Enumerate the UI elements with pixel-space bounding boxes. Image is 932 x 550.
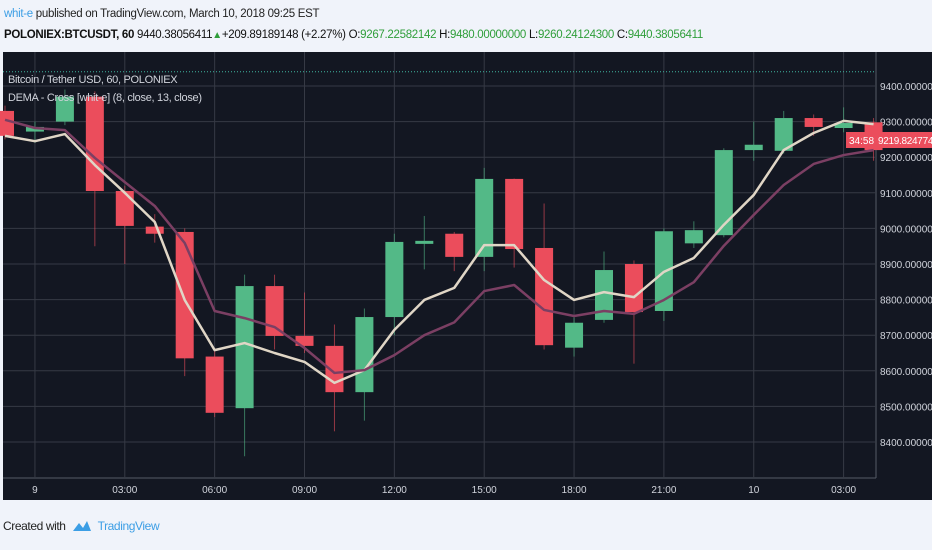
series-legend: Bitcoin / Tether USD, 60, POLONIEX <box>8 74 178 86</box>
open-value: 9267.22582142 <box>360 29 437 41</box>
candle-down <box>295 335 314 346</box>
candle-down <box>265 286 284 336</box>
price-change: +209.89189148 (+2.27%) <box>221 29 346 41</box>
time-tick-label: 06:00 <box>202 485 227 496</box>
candle-down <box>445 233 464 257</box>
candle-up <box>385 241 404 318</box>
dema-fast-line <box>4 119 874 385</box>
candle-down <box>175 231 194 359</box>
time-tick-label: 18:00 <box>562 485 587 496</box>
time-tick-label: 12:00 <box>382 485 407 496</box>
candle-down <box>535 247 554 346</box>
countdown-text: 34:58 <box>849 136 874 147</box>
high-value: 9480.00000000 <box>449 29 527 41</box>
candle-up <box>475 178 494 257</box>
price-tick-label: 9200.00000000 <box>880 153 932 164</box>
candle-down <box>85 96 104 192</box>
candle-up <box>834 123 853 129</box>
price-tick-label: 8800.00000000 <box>880 296 932 307</box>
candle-up <box>565 322 584 348</box>
time-tick-label: 03:00 <box>112 485 137 496</box>
price-tick-label: 8400.00000000 <box>880 438 932 449</box>
low-label: L: <box>528 29 538 41</box>
candle-up <box>55 96 74 122</box>
close-label: C: <box>616 29 628 41</box>
price-chart[interactable]: 9400.00000000 9300.00000000 9200.00000000 9… <box>0 52 932 500</box>
author-link[interactable]: whit-e <box>4 8 33 20</box>
chart-canvas[interactable]: 9400.00000000 9300.00000000 9200.00000000 9… <box>0 52 932 500</box>
time-tick-label: 09:00 <box>292 485 317 496</box>
created-with-text: Created with <box>3 519 66 533</box>
close-value: 9440.38056411 <box>627 29 704 41</box>
price-tick-label: 9400.00000000 <box>880 82 932 93</box>
candle-up <box>415 240 434 244</box>
price-axis <box>876 52 932 500</box>
last-price-tag-text: 9219.82477476 <box>878 136 932 147</box>
indicator-legend[interactable]: DEMA - Cross [whit-e] (8, close, 13, clo… <box>8 92 202 104</box>
candle-down <box>115 191 134 226</box>
price-tick-label: 9100.00000000 <box>880 189 932 200</box>
time-tick-label: 9 <box>32 485 38 496</box>
countdown-tag <box>846 132 875 148</box>
symbol-info-bar: POLONIEX:BTCUSDT, 60 9440.38056411▲+209.… <box>4 29 703 41</box>
candle-down <box>145 226 164 234</box>
candle-up <box>684 230 703 244</box>
time-tick-label: 03:00 <box>831 485 856 496</box>
time-tick-label: 21:00 <box>651 485 676 496</box>
time-tick-label: 15:00 <box>472 485 497 496</box>
footer: Created with TradingView <box>3 519 160 533</box>
plot-background <box>3 52 876 478</box>
price-tick-label: 8500.00000000 <box>880 402 932 413</box>
candle-up <box>235 286 254 409</box>
open-label: O: <box>348 29 361 41</box>
candle-down <box>624 264 643 313</box>
price-tick-label: 8900.00000000 <box>880 260 932 271</box>
up-arrow-icon: ▲ <box>212 30 222 41</box>
candle-up <box>744 144 763 151</box>
publish-info: whit-e published on TradingView.com, Mar… <box>4 8 320 20</box>
time-tick-label: 10 <box>748 485 760 496</box>
low-value: 9260.24124300 <box>537 29 614 41</box>
candle-down <box>205 356 224 413</box>
price-tick-label: 9000.00000000 <box>880 224 932 235</box>
candle-down <box>804 118 823 127</box>
candle-up <box>355 317 374 393</box>
candle-up <box>714 150 733 236</box>
time-axis <box>3 478 876 500</box>
tradingview-link[interactable]: TradingView <box>97 519 160 533</box>
price-tick-label: 8700.00000000 <box>880 331 932 342</box>
tradingview-logo-icon <box>72 521 91 531</box>
last-price: 9440.38056411 <box>137 29 213 41</box>
dema-slow-line <box>4 118 874 375</box>
last-price-tag <box>876 132 932 148</box>
candle-down <box>505 178 524 250</box>
candle-down <box>0 110 14 136</box>
publish-text: published on TradingView.com, March 10, … <box>35 8 320 20</box>
price-tick-label: 9300.00000000 <box>880 118 932 129</box>
candle-up <box>774 118 793 151</box>
high-label: H: <box>439 29 450 41</box>
candle-up <box>595 270 613 320</box>
symbol: POLONIEX:BTCUSDT, 60 <box>4 29 135 41</box>
price-tick-label: 8600.00000000 <box>880 367 932 378</box>
